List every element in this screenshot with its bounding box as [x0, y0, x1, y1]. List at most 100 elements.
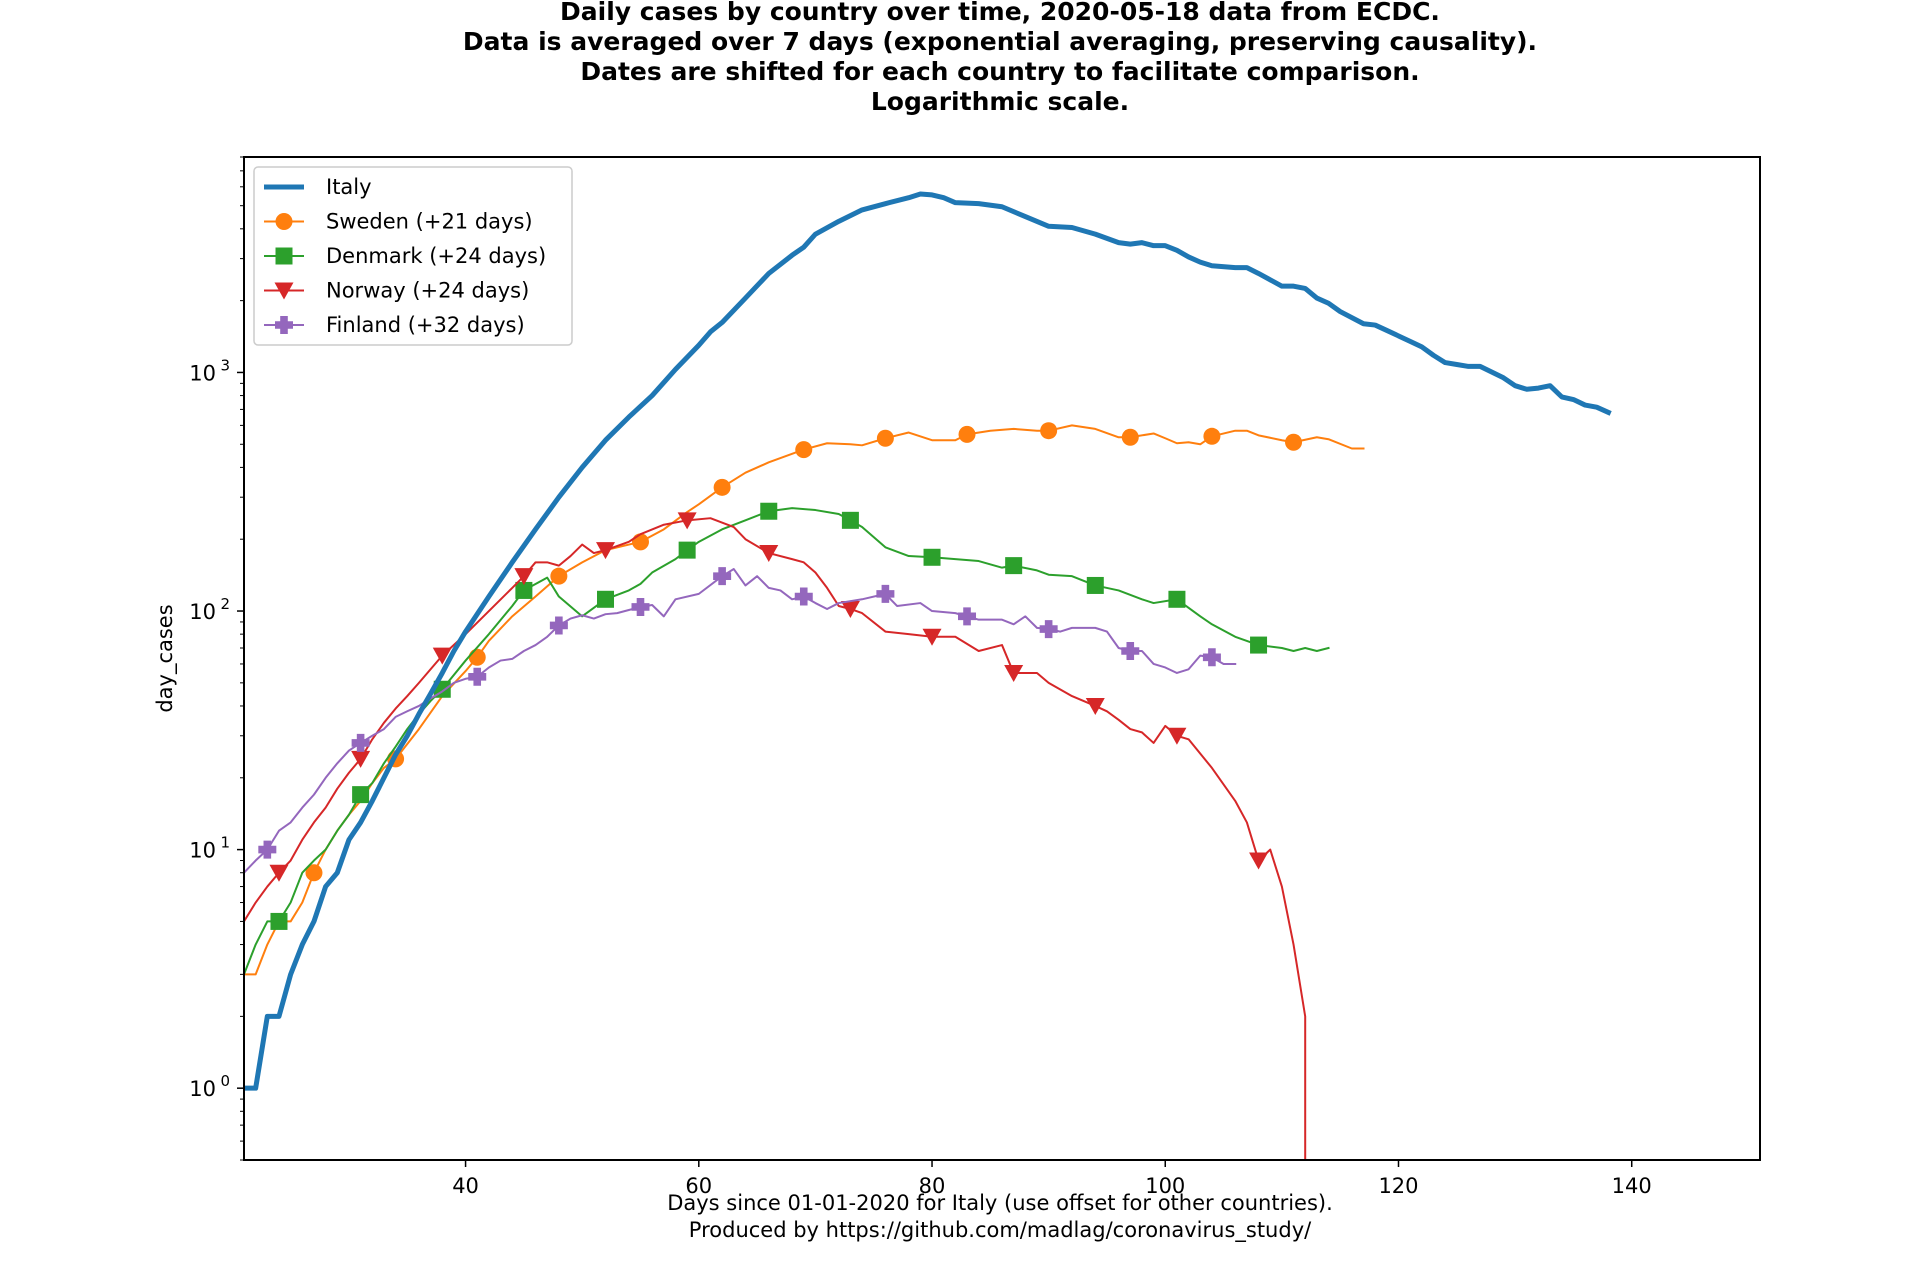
legend-label: Norway (+24 days): [326, 279, 529, 303]
series-marker: [794, 587, 813, 606]
legend-label: Italy: [326, 175, 372, 199]
series-marker: [1121, 428, 1139, 446]
series-marker: [1121, 641, 1140, 660]
x-axis-label: Days since 01-01-2020 for Italy (use off…: [667, 1191, 1333, 1243]
legend-item: Norway (+24 days): [264, 279, 529, 303]
x-axis: 40 60 80 100 120 140: [452, 1160, 1652, 1198]
series-marker: [759, 545, 779, 563]
series-marker: [468, 648, 486, 666]
series-marker: [549, 616, 568, 635]
series-marker: [876, 429, 894, 447]
series-finland: [244, 567, 1237, 875]
series-marker: [432, 647, 452, 665]
series-marker: [305, 864, 323, 882]
y-axis-label-text: day_cases: [153, 604, 178, 712]
series-marker: [958, 425, 976, 443]
y-tick-exponent: 0: [220, 1072, 230, 1090]
series-marker: [352, 786, 370, 804]
legend-label: Finland (+32 days): [326, 313, 525, 337]
series-marker: [958, 607, 977, 626]
series-line: [244, 424, 1365, 976]
x-tick-label: 40: [452, 1174, 479, 1198]
legend-marker: [275, 213, 293, 230]
series-italy: [244, 191, 1612, 1091]
series-marker: [1250, 636, 1268, 654]
series-marker: [1249, 852, 1269, 870]
legend: Italy Sweden (+21 days) Denmark (+24 days)…: [253, 166, 573, 346]
series-marker: [468, 667, 487, 686]
y-tick-label: 10: [189, 1077, 216, 1101]
y-tick-label: 10: [189, 839, 216, 863]
series-marker: [597, 590, 615, 608]
chart-title-line: Daily cases by country over time, 2020-0…: [560, 0, 1440, 26]
series-marker: [713, 478, 731, 496]
y-tick-label: 10: [189, 361, 216, 385]
y-axis-label: day_cases: [153, 604, 178, 712]
legend-marker: [275, 316, 293, 334]
series-sweden: [244, 422, 1365, 976]
series-marker: [795, 441, 813, 459]
series-marker: [596, 542, 616, 560]
series-marker: [840, 600, 860, 618]
series-marker: [270, 912, 288, 930]
chart-title: Daily cases by country over time, 2020-0…: [463, 0, 1537, 116]
legend-item: Finland (+32 days): [264, 313, 525, 337]
legend-item: Italy: [264, 175, 372, 199]
x-tick-label: 140: [1612, 1174, 1652, 1198]
series-marker: [1040, 422, 1058, 440]
y-tick-exponent: 3: [220, 356, 230, 374]
series-marker: [258, 840, 277, 859]
legend-item: Denmark (+24 days): [264, 244, 546, 268]
series-marker: [514, 568, 534, 586]
series-marker: [515, 581, 533, 599]
chart-title-line: Dates are shifted for each country to fa…: [580, 57, 1419, 86]
chart-title-line: Logarithmic scale.: [871, 87, 1129, 116]
series-marker: [841, 511, 859, 529]
legend-box: [253, 166, 573, 346]
series-line: [244, 191, 1612, 1091]
x-axis-label-line: Produced by https://github.com/madlag/co…: [689, 1218, 1312, 1243]
series-marker: [351, 750, 371, 768]
series-marker: [713, 567, 732, 586]
series-marker: [678, 541, 696, 559]
legend-item: Sweden (+21 days): [264, 210, 533, 234]
legend-label: Denmark (+24 days): [326, 244, 546, 268]
series-line: [244, 568, 1237, 875]
series-marker: [1039, 620, 1058, 639]
legend-marker: [275, 247, 293, 265]
y-tick-label: 10: [189, 600, 216, 624]
x-tick-label: 60: [685, 1174, 712, 1198]
x-tick-label: 120: [1378, 1174, 1418, 1198]
series-marker: [1202, 648, 1221, 667]
series-denmark: [244, 502, 1330, 976]
series-marker: [1285, 433, 1303, 451]
series-marker: [550, 567, 568, 585]
y-tick-exponent: 2: [220, 595, 230, 613]
series-marker: [677, 512, 697, 530]
series-marker: [1086, 576, 1104, 594]
series-marker: [760, 502, 778, 520]
series-marker: [351, 733, 370, 752]
y-tick-exponent: 1: [220, 834, 230, 852]
series-marker: [1168, 590, 1186, 608]
legend-label: Sweden (+21 days): [326, 210, 533, 234]
x-tick-label: 100: [1145, 1174, 1185, 1198]
series-marker: [1203, 427, 1221, 445]
x-axis-label-line: Days since 01-01-2020 for Italy (use off…: [667, 1191, 1333, 1215]
series-marker: [631, 597, 650, 616]
series-marker: [1004, 664, 1024, 682]
series-marker: [1005, 557, 1023, 575]
plot-area-frame: [243, 156, 1761, 1161]
series-marker: [922, 628, 942, 646]
series-marker: [1167, 727, 1187, 745]
series-marker: [269, 864, 289, 882]
series-norway: [244, 512, 1307, 1160]
x-tick-label: 80: [919, 1174, 946, 1198]
series-marker: [1085, 697, 1105, 715]
chart-title-line: Data is averaged over 7 days (exponentia…: [463, 27, 1537, 56]
series-line: [244, 517, 1307, 1160]
series-marker: [923, 548, 941, 566]
series-marker: [631, 533, 649, 551]
plot-series: [244, 191, 1612, 1160]
